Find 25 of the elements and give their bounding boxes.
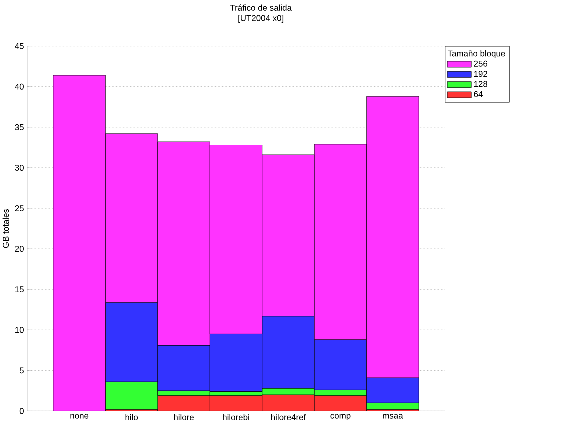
y-tick-label: 35 xyxy=(15,124,24,130)
y-tick-label: 30 xyxy=(15,165,24,172)
y-tick-label: 45 xyxy=(15,43,24,50)
y-tick-label: 20 xyxy=(15,246,24,252)
x-tick-label: none xyxy=(70,414,89,419)
chart-title: Tráfico de salida xyxy=(230,4,292,12)
x-tick-label: hilore4ref xyxy=(271,414,306,421)
legend-label: 64 xyxy=(474,91,483,98)
x-tick-label: hilo xyxy=(126,414,138,421)
legend-label: 128 xyxy=(474,81,488,88)
y-tick-label: 40 xyxy=(15,84,24,90)
y-tick-label: 10 xyxy=(16,327,24,334)
y-tick-label: 0 xyxy=(20,408,24,414)
legend-label: 192 xyxy=(474,71,488,78)
x-tick-label: msaa xyxy=(383,414,404,419)
legend-label: 256 xyxy=(474,60,488,67)
y-tick-label: 25 xyxy=(15,206,24,212)
legend-title: Tamaño bloque xyxy=(448,50,506,58)
x-tick-label: hilore xyxy=(174,414,194,421)
y-axis-title: GB totales xyxy=(2,209,10,248)
y-tick-label: 5 xyxy=(20,368,24,374)
chart-subtitle: [UT2004 x0] xyxy=(238,15,284,24)
x-tick-label: hilorebi xyxy=(223,414,250,421)
y-tick-label: 15 xyxy=(16,286,24,293)
x-tick-label: comp xyxy=(330,414,351,421)
